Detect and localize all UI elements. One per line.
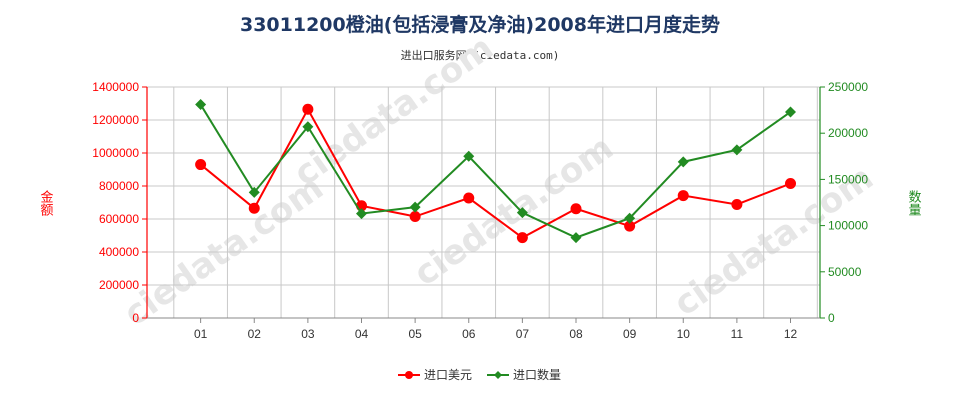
legend-label: 进口数量 — [513, 367, 561, 382]
data-point — [677, 190, 689, 202]
data-point — [248, 186, 260, 198]
data-point — [302, 103, 314, 115]
watermark-text: ciedata.com — [287, 28, 501, 195]
x-tick-label: 11 — [731, 327, 744, 341]
y-right-tick-label: 150000 — [828, 172, 868, 186]
data-point — [624, 220, 636, 232]
y-left-tick-label: 1400000 — [92, 80, 139, 94]
legend-marker — [405, 371, 413, 379]
x-tick-label: 01 — [194, 327, 208, 341]
legend: 进口美元 进口数量 — [398, 367, 561, 382]
data-point — [195, 159, 207, 171]
x-tick-label: 05 — [408, 327, 422, 341]
x-tick-label: 02 — [248, 327, 262, 341]
y-left-tick-label: 600000 — [99, 212, 139, 226]
y-left-tick-label: 0 — [132, 311, 139, 325]
x-tick-label: 08 — [569, 327, 583, 341]
data-point — [731, 144, 743, 156]
data-series — [195, 99, 797, 244]
x-tick-label: 04 — [355, 327, 369, 341]
chart-title: 33011200橙油(包括浸膏及净油)2008年进口月度走势 — [239, 14, 720, 36]
axes: 0200000400000600000800000100000012000001… — [38, 80, 922, 341]
data-point — [195, 99, 207, 111]
data-point — [785, 178, 797, 190]
watermark-text: ciedata.com — [117, 168, 331, 335]
y-right-tick-label: 50000 — [828, 265, 862, 279]
series-line-1 — [199, 104, 792, 239]
x-tick-label: 07 — [516, 327, 530, 341]
data-point — [570, 232, 582, 244]
data-point — [677, 156, 689, 168]
x-tick-label: 09 — [623, 327, 637, 341]
data-point — [516, 207, 528, 219]
legend-label: 进口美元 — [424, 368, 472, 382]
data-point — [785, 106, 797, 118]
data-point — [731, 198, 743, 210]
data-point — [463, 150, 475, 162]
data-point — [570, 203, 582, 215]
data-point — [463, 192, 475, 204]
data-point — [302, 121, 314, 133]
y-right-tick-label: 200000 — [828, 126, 868, 140]
data-point — [409, 211, 421, 223]
x-tick-label: 10 — [677, 327, 691, 341]
chart-subtitle: 进出口服务网 (ciedata.com) — [400, 49, 560, 62]
x-tick-label: 03 — [301, 327, 315, 341]
data-point — [516, 232, 528, 244]
y-left-tick-label: 800000 — [99, 179, 139, 193]
x-tick-label: 12 — [784, 327, 798, 341]
data-point — [248, 202, 260, 214]
watermark: ciedata.com ciedata.com ciedata.comciedata… — [117, 28, 881, 335]
series-line-0 — [199, 107, 791, 239]
y-right-tick-label: 0 — [828, 311, 835, 325]
y-right-tick-label: 100000 — [828, 219, 868, 233]
y-left-tick-label: 400000 — [99, 245, 139, 259]
data-point — [624, 212, 636, 224]
y-left-tick-label: 1200000 — [92, 113, 139, 127]
legend-marker — [494, 371, 502, 379]
data-point — [356, 208, 368, 220]
y-left-tick-label: 1000000 — [92, 146, 139, 160]
y-left-tick-label: 200000 — [99, 278, 139, 292]
x-tick-label: 06 — [462, 327, 476, 341]
y-right-axis-title: 数量 — [906, 190, 922, 216]
y-right-tick-label: 250000 — [828, 80, 868, 94]
y-left-axis-title: 金额 — [38, 189, 54, 217]
data-point — [409, 201, 421, 213]
